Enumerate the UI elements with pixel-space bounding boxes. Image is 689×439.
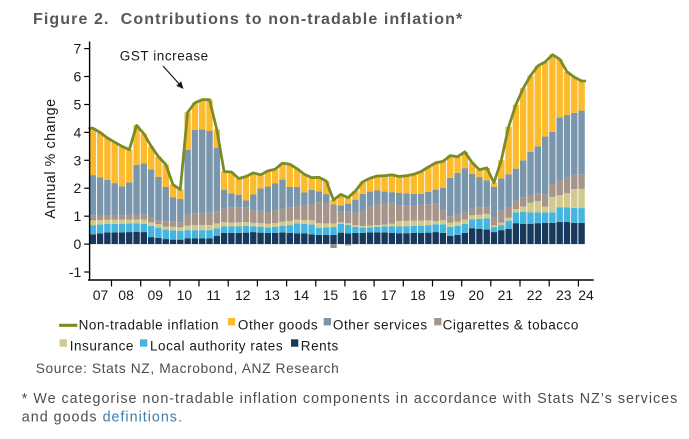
svg-text:24: 24: [578, 287, 594, 303]
svg-text:* We categorise non-tradable i: * We categorise non-tradable inflation c…: [22, 391, 678, 407]
svg-text:23: 23: [556, 287, 572, 303]
svg-text:16: 16: [352, 287, 368, 303]
svg-text:21: 21: [498, 287, 514, 303]
svg-text:3: 3: [74, 152, 82, 168]
svg-text:6: 6: [74, 69, 82, 85]
svg-text:1: 1: [74, 208, 82, 224]
svg-text:11: 11: [206, 287, 221, 303]
svg-text:-1: -1: [69, 264, 82, 280]
svg-text:20: 20: [468, 287, 484, 303]
svg-text:13: 13: [264, 287, 280, 303]
svg-text:5: 5: [74, 97, 82, 113]
svg-text:14: 14: [293, 287, 309, 303]
svg-text:Cigarettes & tobacco: Cigarettes & tobacco: [443, 317, 579, 332]
svg-text:GST increase: GST increase: [120, 48, 209, 63]
svg-text:Rents: Rents: [301, 339, 339, 354]
svg-text:17: 17: [381, 287, 397, 303]
svg-text:19: 19: [439, 287, 455, 303]
svg-text:Non-tradable inflation: Non-tradable inflation: [79, 317, 219, 332]
svg-text:4: 4: [74, 124, 82, 140]
svg-text:Source: Stats NZ, Macrobond, A: Source: Stats NZ, Macrobond, ANZ Researc…: [36, 361, 340, 376]
svg-text:2: 2: [74, 180, 82, 196]
svg-text:7: 7: [74, 41, 82, 57]
svg-text:09: 09: [148, 287, 164, 303]
svg-text:0: 0: [74, 236, 82, 252]
svg-text:Figure 2. Contributions to no: Figure 2. Contributions to non-tradable …: [33, 11, 463, 28]
svg-text:Insurance: Insurance: [70, 339, 134, 354]
svg-text:Other services: Other services: [333, 317, 428, 332]
svg-text:22: 22: [527, 287, 543, 303]
svg-text:07: 07: [93, 287, 109, 303]
svg-text:and goods definitions.: and goods definitions.: [22, 410, 183, 426]
svg-text:Annual % change: Annual % change: [43, 98, 59, 218]
svg-text:Local authority rates: Local authority rates: [150, 339, 283, 354]
svg-text:15: 15: [323, 287, 339, 303]
svg-text:10: 10: [177, 287, 193, 303]
svg-text:08: 08: [118, 287, 134, 303]
svg-text:18: 18: [410, 287, 426, 303]
svg-text:Other goods: Other goods: [238, 317, 318, 332]
svg-text:12: 12: [235, 287, 251, 303]
